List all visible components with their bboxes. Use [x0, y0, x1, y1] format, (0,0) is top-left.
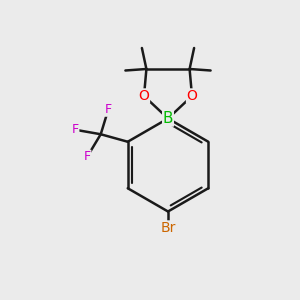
Text: O: O	[139, 89, 149, 103]
Text: F: F	[84, 150, 91, 163]
Text: F: F	[72, 123, 79, 136]
Text: O: O	[187, 89, 197, 103]
Text: F: F	[105, 103, 112, 116]
Text: Br: Br	[160, 221, 176, 235]
Text: B: B	[163, 111, 173, 126]
